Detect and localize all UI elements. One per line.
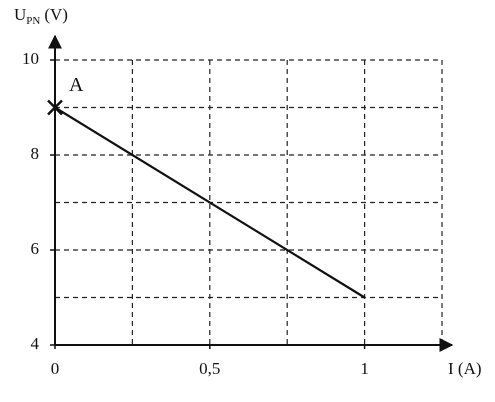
x-tick-label: 0: [51, 359, 60, 378]
x-tick-label: 0,5: [199, 359, 220, 378]
y-tick-label: 6: [31, 239, 40, 258]
x-axis-label: I (A): [448, 359, 482, 378]
y-label-unit: (V): [44, 5, 68, 24]
x-tick-label: 1: [360, 359, 369, 378]
y-label-sub: PN: [26, 15, 40, 27]
y-axis-label: UPN (V): [14, 5, 68, 27]
point-marker: [47, 99, 63, 116]
y-tick-label: 10: [22, 49, 39, 68]
y-tick-label: 4: [31, 334, 40, 353]
annotation: A: [69, 74, 84, 96]
y-label-main: U: [14, 5, 26, 24]
grid: [55, 59, 443, 345]
data-line: [54, 106, 366, 299]
y-tick-label: 8: [31, 144, 40, 163]
